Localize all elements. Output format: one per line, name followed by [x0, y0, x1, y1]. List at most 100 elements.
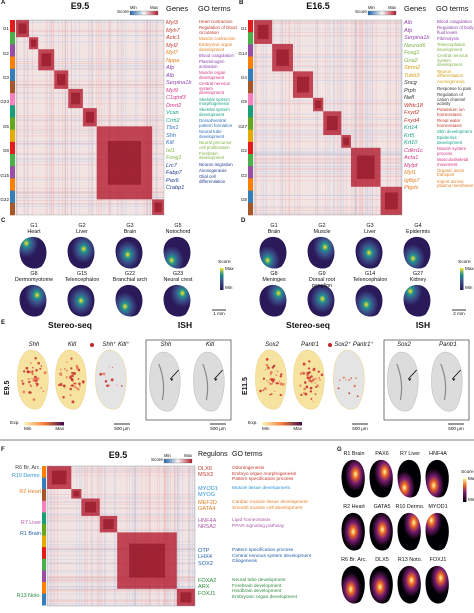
heatmap-stripe [260, 20, 262, 215]
panel-letter: A [1, 0, 6, 6]
gene-name: Kitl [166, 140, 174, 146]
gene-name: Acta1 [404, 155, 419, 161]
expression-spot [307, 367, 311, 370]
cluster-label: G5 [2, 123, 9, 129]
expression-spot [299, 384, 302, 387]
heatmap-stripe [16, 20, 17, 215]
heatmap-block-inner [180, 592, 192, 603]
heatmap-block-inner [384, 192, 398, 210]
expression-spot [59, 368, 62, 371]
heatmap-stripe [47, 496, 195, 498]
legend-title: Score [116, 9, 129, 14]
cluster-bar [10, 68, 15, 82]
heatmap-stripe [99, 20, 101, 215]
expression-spot [116, 384, 118, 386]
heatmap-stripe [254, 137, 402, 139]
genes-header: Genes [166, 4, 189, 13]
expression-spot [29, 384, 32, 386]
expression-spot [280, 373, 283, 376]
embryo-section [307, 284, 335, 317]
heatmap-stripe [254, 168, 402, 170]
heatmap-stripe [255, 20, 257, 215]
expression-spot [64, 368, 66, 370]
heatmap-stripe [16, 203, 164, 204]
legend-min: Min [465, 285, 473, 290]
heatmap-block-inner [296, 76, 310, 93]
heatmap-block-inner [85, 111, 94, 123]
expression-spot [72, 380, 74, 382]
expression-spot [43, 371, 47, 375]
cluster-label: G15 [0, 172, 9, 178]
heatmap-stripe [254, 35, 402, 37]
stage-label: E11.5 [242, 377, 249, 395]
embryo-section [369, 459, 393, 498]
heatmap-stripe [182, 466, 183, 606]
embryo-section [115, 236, 143, 269]
panel-letter: F [1, 447, 5, 453]
heatmap-stripe [254, 176, 402, 177]
embryo-section [403, 236, 431, 269]
heatmap-stripe [121, 20, 123, 215]
expression-spot [306, 371, 310, 375]
heatmap-stripe [281, 20, 283, 215]
cluster-id: G2 [318, 223, 326, 229]
embryo-section [67, 236, 95, 269]
cluster-bar [10, 190, 15, 204]
heatmap-stripe [87, 466, 88, 606]
expression-spot [59, 372, 62, 376]
heatmap-stripe [16, 130, 164, 131]
tissue-name: Muscle [313, 229, 331, 235]
heatmap-stripe [254, 31, 402, 33]
heatmap-stripe [362, 20, 364, 215]
heatmap-stripe [254, 166, 402, 168]
heatmap-stripe [47, 519, 195, 521]
legend-title: Score [461, 470, 474, 475]
embryo-section [149, 351, 181, 412]
go-term: Muscle system process [437, 146, 467, 156]
heatmap-stripe [105, 466, 106, 606]
expression-spot [70, 378, 74, 382]
expression-spot [310, 398, 313, 400]
regulon-name: SOX2 [198, 560, 213, 567]
heatmap-stripe [16, 158, 164, 159]
gene-name: Fxyd2 [404, 110, 420, 116]
heatmap-stripe [47, 600, 195, 602]
method-label: Stereo-seq [48, 320, 92, 330]
gene-name: Serpina1b [404, 35, 430, 41]
heatmap-stripe [74, 20, 76, 215]
heatmap-stripe [386, 20, 388, 215]
go-term: Potassium ion homeostasis [437, 107, 465, 117]
go-term: Blood coagulation [199, 53, 234, 59]
go-term: Skeletal system morphogenesis [199, 96, 230, 107]
heatmap-stripe [16, 41, 164, 43]
expression-spot [308, 360, 311, 363]
embryo-section [425, 565, 449, 604]
go-term: Plasminogen activation [199, 59, 225, 69]
heatmap-block-inner [85, 501, 97, 513]
gene-name: Igfbp7 [404, 177, 420, 184]
arrow [170, 369, 179, 380]
heatmap-block-inner [71, 92, 80, 105]
cluster-bar [248, 154, 253, 167]
heatmap-stripe [254, 28, 402, 30]
heatmap-stripe [47, 472, 195, 474]
heatmap-stripe [254, 20, 256, 215]
scale-label: 1 mm [213, 311, 225, 316]
expression-spot [309, 386, 313, 390]
cluster-id: G1 [30, 223, 38, 229]
method-label: ISH [415, 320, 431, 330]
tissue-name: Kidney [409, 277, 427, 283]
expression-spot [305, 385, 309, 389]
heatmap-stripe [57, 20, 59, 215]
go-term: Axonogenesis [199, 167, 227, 173]
heatmap-stripe [97, 466, 99, 606]
expression-spot [42, 390, 45, 392]
heatmap-stripe [254, 206, 402, 208]
legend-bar [460, 268, 464, 290]
expression-spot [65, 369, 68, 372]
go-term: Forebrain development [232, 583, 282, 589]
expression-spot [265, 369, 267, 371]
tissue-name: Telencephalon [352, 277, 388, 283]
heatmap-stripe [16, 192, 164, 194]
expression-spot [59, 382, 63, 386]
